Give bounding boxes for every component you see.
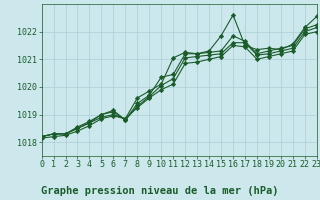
Text: Graphe pression niveau de la mer (hPa): Graphe pression niveau de la mer (hPa) — [41, 186, 279, 196]
